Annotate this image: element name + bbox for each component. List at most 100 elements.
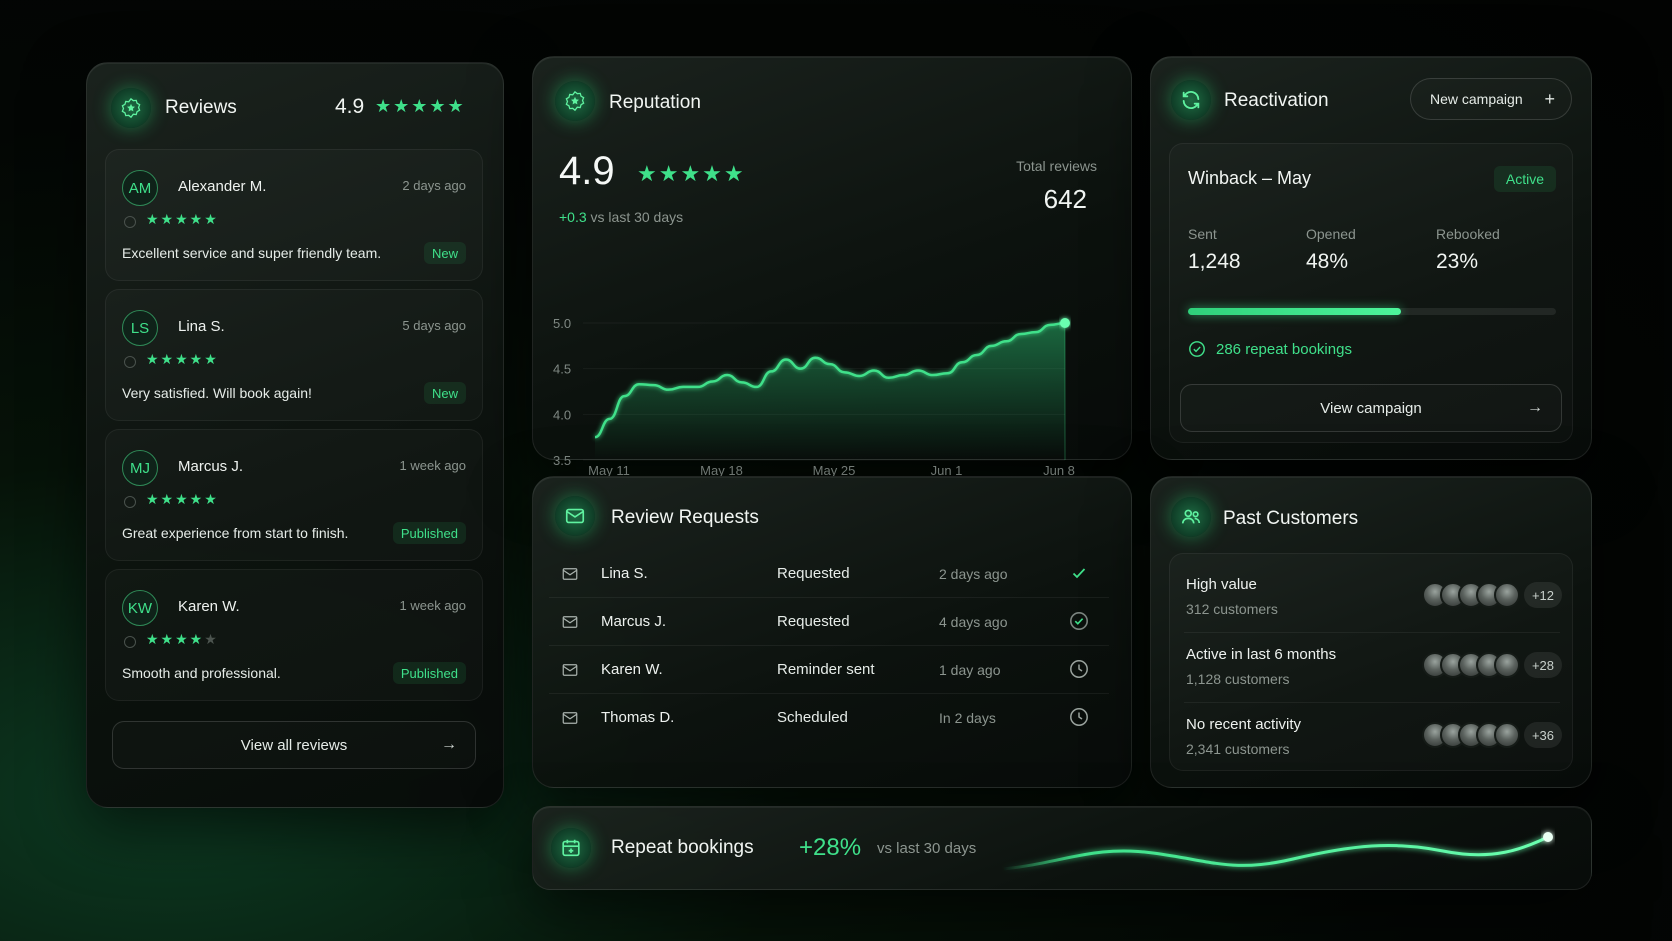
review-card[interactable]: MJ Marcus J. 1 week ago ★★★★★ Great expe… [105,429,483,561]
x-tick-label: May 11 [588,463,630,478]
avatar: AM [122,170,158,206]
past-customers-title: Past Customers [1223,508,1359,529]
review-stars-row: ★★★★★ [146,351,219,369]
new-campaign-label: New campaign [1430,91,1523,107]
plus-icon: + [1544,88,1555,109]
request-row[interactable]: Thomas D. Scheduled In 2 days [549,695,1109,739]
google-icon [124,496,136,508]
clock-icon [1069,659,1089,684]
repeat-bookings-note-text: 286 repeat bookings [1216,340,1352,358]
review-text: Great experience from start to finish. [122,525,349,541]
avatar [1493,582,1520,608]
reputation-chart: 5.0 4.5 4.0 3.5 May 11 May 18 May 25 Jun 1 Jun 8 [553,316,1075,478]
row-divider [1184,632,1560,633]
review-status-badge: Published [392,522,466,544]
view-all-reviews-label: View all reviews [240,736,348,754]
repeat-bookings-panel: Repeat bookings +28% vs last 30 days [532,806,1592,890]
avatar: KW [122,590,158,626]
row-divider [549,693,1109,694]
review-stars: ★★★★★ [146,491,219,507]
avatar: MJ [122,450,158,486]
google-icon [124,216,136,228]
reputation-title: Reputation [609,92,701,113]
x-tick-label: May 25 [813,463,856,478]
view-campaign-button[interactable]: View campaign → [1180,384,1562,432]
request-status: Requested [777,565,850,582]
avatar-stack: +12 [1421,582,1562,608]
request-row[interactable]: Marcus J. Requested 4 days ago [549,599,1109,646]
review-time: 1 week ago [399,458,467,473]
reactivation-panel: Reactivation New campaign + Winback – Ma… [1150,56,1592,460]
view-all-reviews-button[interactable]: View all reviews → [112,721,476,769]
clock-icon [1069,707,1089,732]
check-icon [1069,563,1089,588]
segment-count: 1,128 customers [1186,671,1290,687]
campaign-stat: Sent 1,248 [1188,226,1241,274]
row-divider [549,597,1109,598]
customer-segment-row[interactable]: Active in last 6 months 1,128 customers … [1170,634,1574,703]
review-text: Very satisfied. Will book again! [122,385,312,401]
star-badge-icon [111,88,151,128]
campaign-stat-label: Sent [1188,226,1217,242]
chart-end-dot [1060,318,1070,328]
total-reviews-label: Total reviews [1016,158,1097,174]
campaign-stat-label: Rebooked [1436,226,1500,242]
campaign-stat: Opened 48% [1306,226,1356,274]
reviews-rating-stars: ★★★★★ [375,96,466,116]
review-stars: ★★★★★ [146,211,219,227]
segment-count: 2,341 customers [1186,741,1290,757]
google-icon [124,636,136,648]
segment-count: 312 customers [1186,601,1278,617]
calendar-icon [551,828,591,868]
y-tick-label: 3.5 [553,453,571,468]
users-icon [1171,497,1211,537]
repeat-bookings-suffix: vs last 30 days [877,840,977,857]
review-card[interactable]: KW Karen W. 1 week ago ★★★★★ Smooth and … [105,569,483,701]
envelope-icon [562,568,578,580]
chart-area [595,323,1065,460]
check-circle-icon [1069,611,1089,636]
customer-segment-row[interactable]: No recent activity 2,341 customers +36 [1170,704,1574,770]
repeat-bookings-note: 286 repeat bookings [1188,340,1352,358]
request-row[interactable]: Karen W. Reminder sent 1 day ago [549,647,1109,694]
review-stars-row: ★★★★★ [146,211,219,229]
reputation-delta-suffix: vs last 30 days [590,209,684,225]
reviewer-name: Marcus J. [178,458,244,475]
segments-card: High value 312 customers +12 Active in l… [1169,553,1573,771]
new-campaign-button[interactable]: New campaign + [1410,78,1572,120]
refresh-icon [1171,80,1211,120]
view-campaign-label: View campaign [1320,399,1422,417]
reviews-title: Reviews [165,97,237,118]
request-status: Scheduled [777,709,848,726]
review-text: Smooth and professional. [122,665,281,681]
more-count-badge: +36 [1523,722,1562,748]
campaign-stat-value: 48% [1306,250,1349,273]
envelope-icon [562,712,578,724]
review-card[interactable]: AM Alexander M. 2 days ago ★★★★★ Excelle… [105,149,483,281]
segment-label: High value [1186,576,1257,593]
arrow-right-icon: → [1527,399,1543,416]
request-name: Thomas D. [601,709,675,726]
review-card[interactable]: LS Lina S. 5 days ago ★★★★★ Very satisfi… [105,289,483,421]
request-row[interactable]: Lina S. Requested 2 days ago [549,551,1109,598]
avatar-stack: +36 [1421,722,1562,748]
request-time: 4 days ago [939,614,1008,630]
review-stars: ★★★★ [146,631,205,647]
review-stars-row: ★★★★★ [146,491,219,509]
campaign-status-badge: Active [1493,166,1556,192]
campaign-card: Winback – May Active Sent 1,248 Opened 4… [1169,143,1573,443]
request-time: 2 days ago [939,566,1008,582]
avatar: LS [122,310,158,346]
envelope-icon [555,496,595,536]
customer-segment-row[interactable]: High value 312 customers +12 [1170,564,1574,633]
reactivation-title: Reactivation [1224,90,1329,111]
review-stars-empty: ★ [204,631,217,647]
repeat-bookings-sparkline [1002,832,1553,871]
review-status-badge: Published [392,662,466,684]
avatar [1493,722,1520,748]
review-requests-panel: Review Requests Lina S. Requested 2 days… [532,476,1132,788]
reviewer-name: Karen W. [178,598,240,615]
x-tick-label: May 18 [700,463,743,478]
y-tick-label: 4.5 [553,362,571,377]
request-time: 1 day ago [939,662,1001,678]
